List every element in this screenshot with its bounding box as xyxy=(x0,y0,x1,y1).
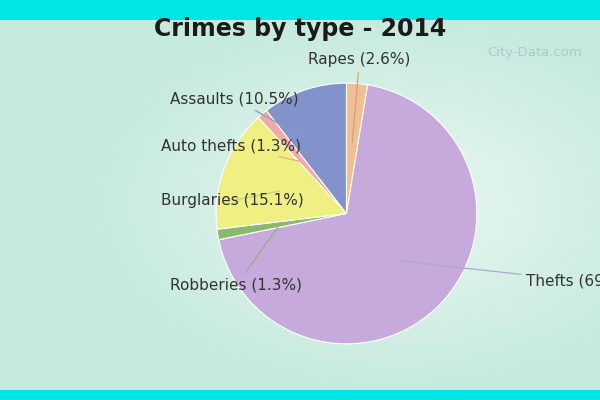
Wedge shape xyxy=(346,83,368,214)
Wedge shape xyxy=(266,83,346,214)
Text: Assaults (10.5%): Assaults (10.5%) xyxy=(170,91,322,148)
Text: Thefts (69.1%): Thefts (69.1%) xyxy=(398,261,600,289)
Wedge shape xyxy=(259,110,346,214)
Text: Auto thefts (1.3%): Auto thefts (1.3%) xyxy=(161,138,301,161)
Wedge shape xyxy=(216,117,346,229)
Text: Burglaries (15.1%): Burglaries (15.1%) xyxy=(161,191,304,208)
Wedge shape xyxy=(219,85,477,344)
Text: Robberies (1.3%): Robberies (1.3%) xyxy=(170,227,302,293)
Wedge shape xyxy=(217,214,346,240)
Text: City-Data.com: City-Data.com xyxy=(487,46,582,59)
Text: Rapes (2.6%): Rapes (2.6%) xyxy=(308,52,410,143)
Text: Crimes by type - 2014: Crimes by type - 2014 xyxy=(154,17,446,41)
